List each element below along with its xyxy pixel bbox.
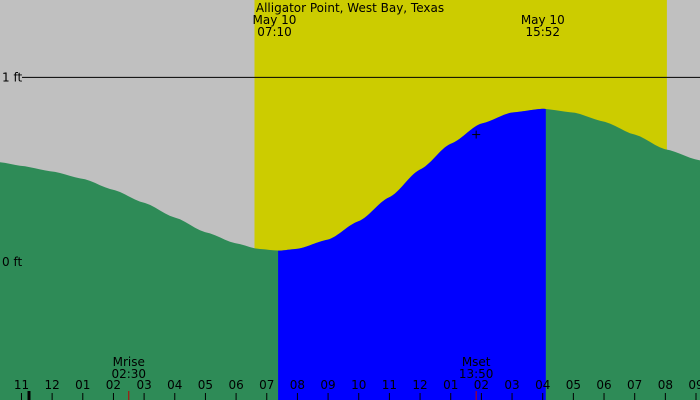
y-tick-label: 1 ft bbox=[2, 70, 22, 84]
event-time: 15:52 bbox=[525, 25, 560, 39]
x-tick-label: 09 bbox=[688, 378, 700, 392]
event-date: May 10 bbox=[253, 13, 297, 27]
x-tick-label: 08 bbox=[290, 378, 305, 392]
rising-tide-area bbox=[278, 108, 546, 400]
x-tick-label: 02 bbox=[474, 378, 489, 392]
x-tick-label: 05 bbox=[198, 378, 213, 392]
x-tick-label: 12 bbox=[44, 378, 59, 392]
y-axis: 1 ft 0 ft bbox=[2, 70, 700, 269]
y-tick-label: 0 ft bbox=[2, 255, 22, 269]
x-tick-label: 06 bbox=[228, 378, 243, 392]
x-tick-label: 06 bbox=[596, 378, 611, 392]
x-tick-label: 11 bbox=[382, 378, 397, 392]
x-tick-label: 07 bbox=[259, 378, 274, 392]
x-tick-label: 02 bbox=[106, 378, 121, 392]
moon-event-label: Mset bbox=[462, 355, 491, 369]
x-tick-label: 12 bbox=[412, 378, 427, 392]
current-marker bbox=[472, 130, 481, 139]
event-date: May 10 bbox=[521, 13, 565, 27]
chart-title: Alligator Point, West Bay, Texas bbox=[256, 1, 444, 15]
x-tick-label: 03 bbox=[504, 378, 519, 392]
x-axis: 11 12 01 02 03 04 05 06 07 08 09 10 11 12 01 02 03 04 05 06… bbox=[14, 378, 700, 400]
moon-event-label: Mrise bbox=[113, 355, 145, 369]
moon-event-time: 13:50 bbox=[459, 367, 494, 381]
x-tick-label: 08 bbox=[658, 378, 673, 392]
x-tick-label: 09 bbox=[320, 378, 335, 392]
x-tick-label: 07 bbox=[627, 378, 642, 392]
moon-event-time: 02:30 bbox=[111, 367, 146, 381]
x-tick-label: 03 bbox=[136, 378, 151, 392]
x-tick-label: 10 bbox=[351, 378, 366, 392]
x-tick-label: 04 bbox=[167, 378, 182, 392]
x-tick-label: 11 bbox=[14, 378, 29, 392]
x-tick-label: 01 bbox=[75, 378, 90, 392]
x-tick-label: 01 bbox=[443, 378, 458, 392]
x-tick-label: 04 bbox=[535, 378, 550, 392]
x-tick-label: 05 bbox=[566, 378, 581, 392]
event-time: 07:10 bbox=[257, 25, 292, 39]
